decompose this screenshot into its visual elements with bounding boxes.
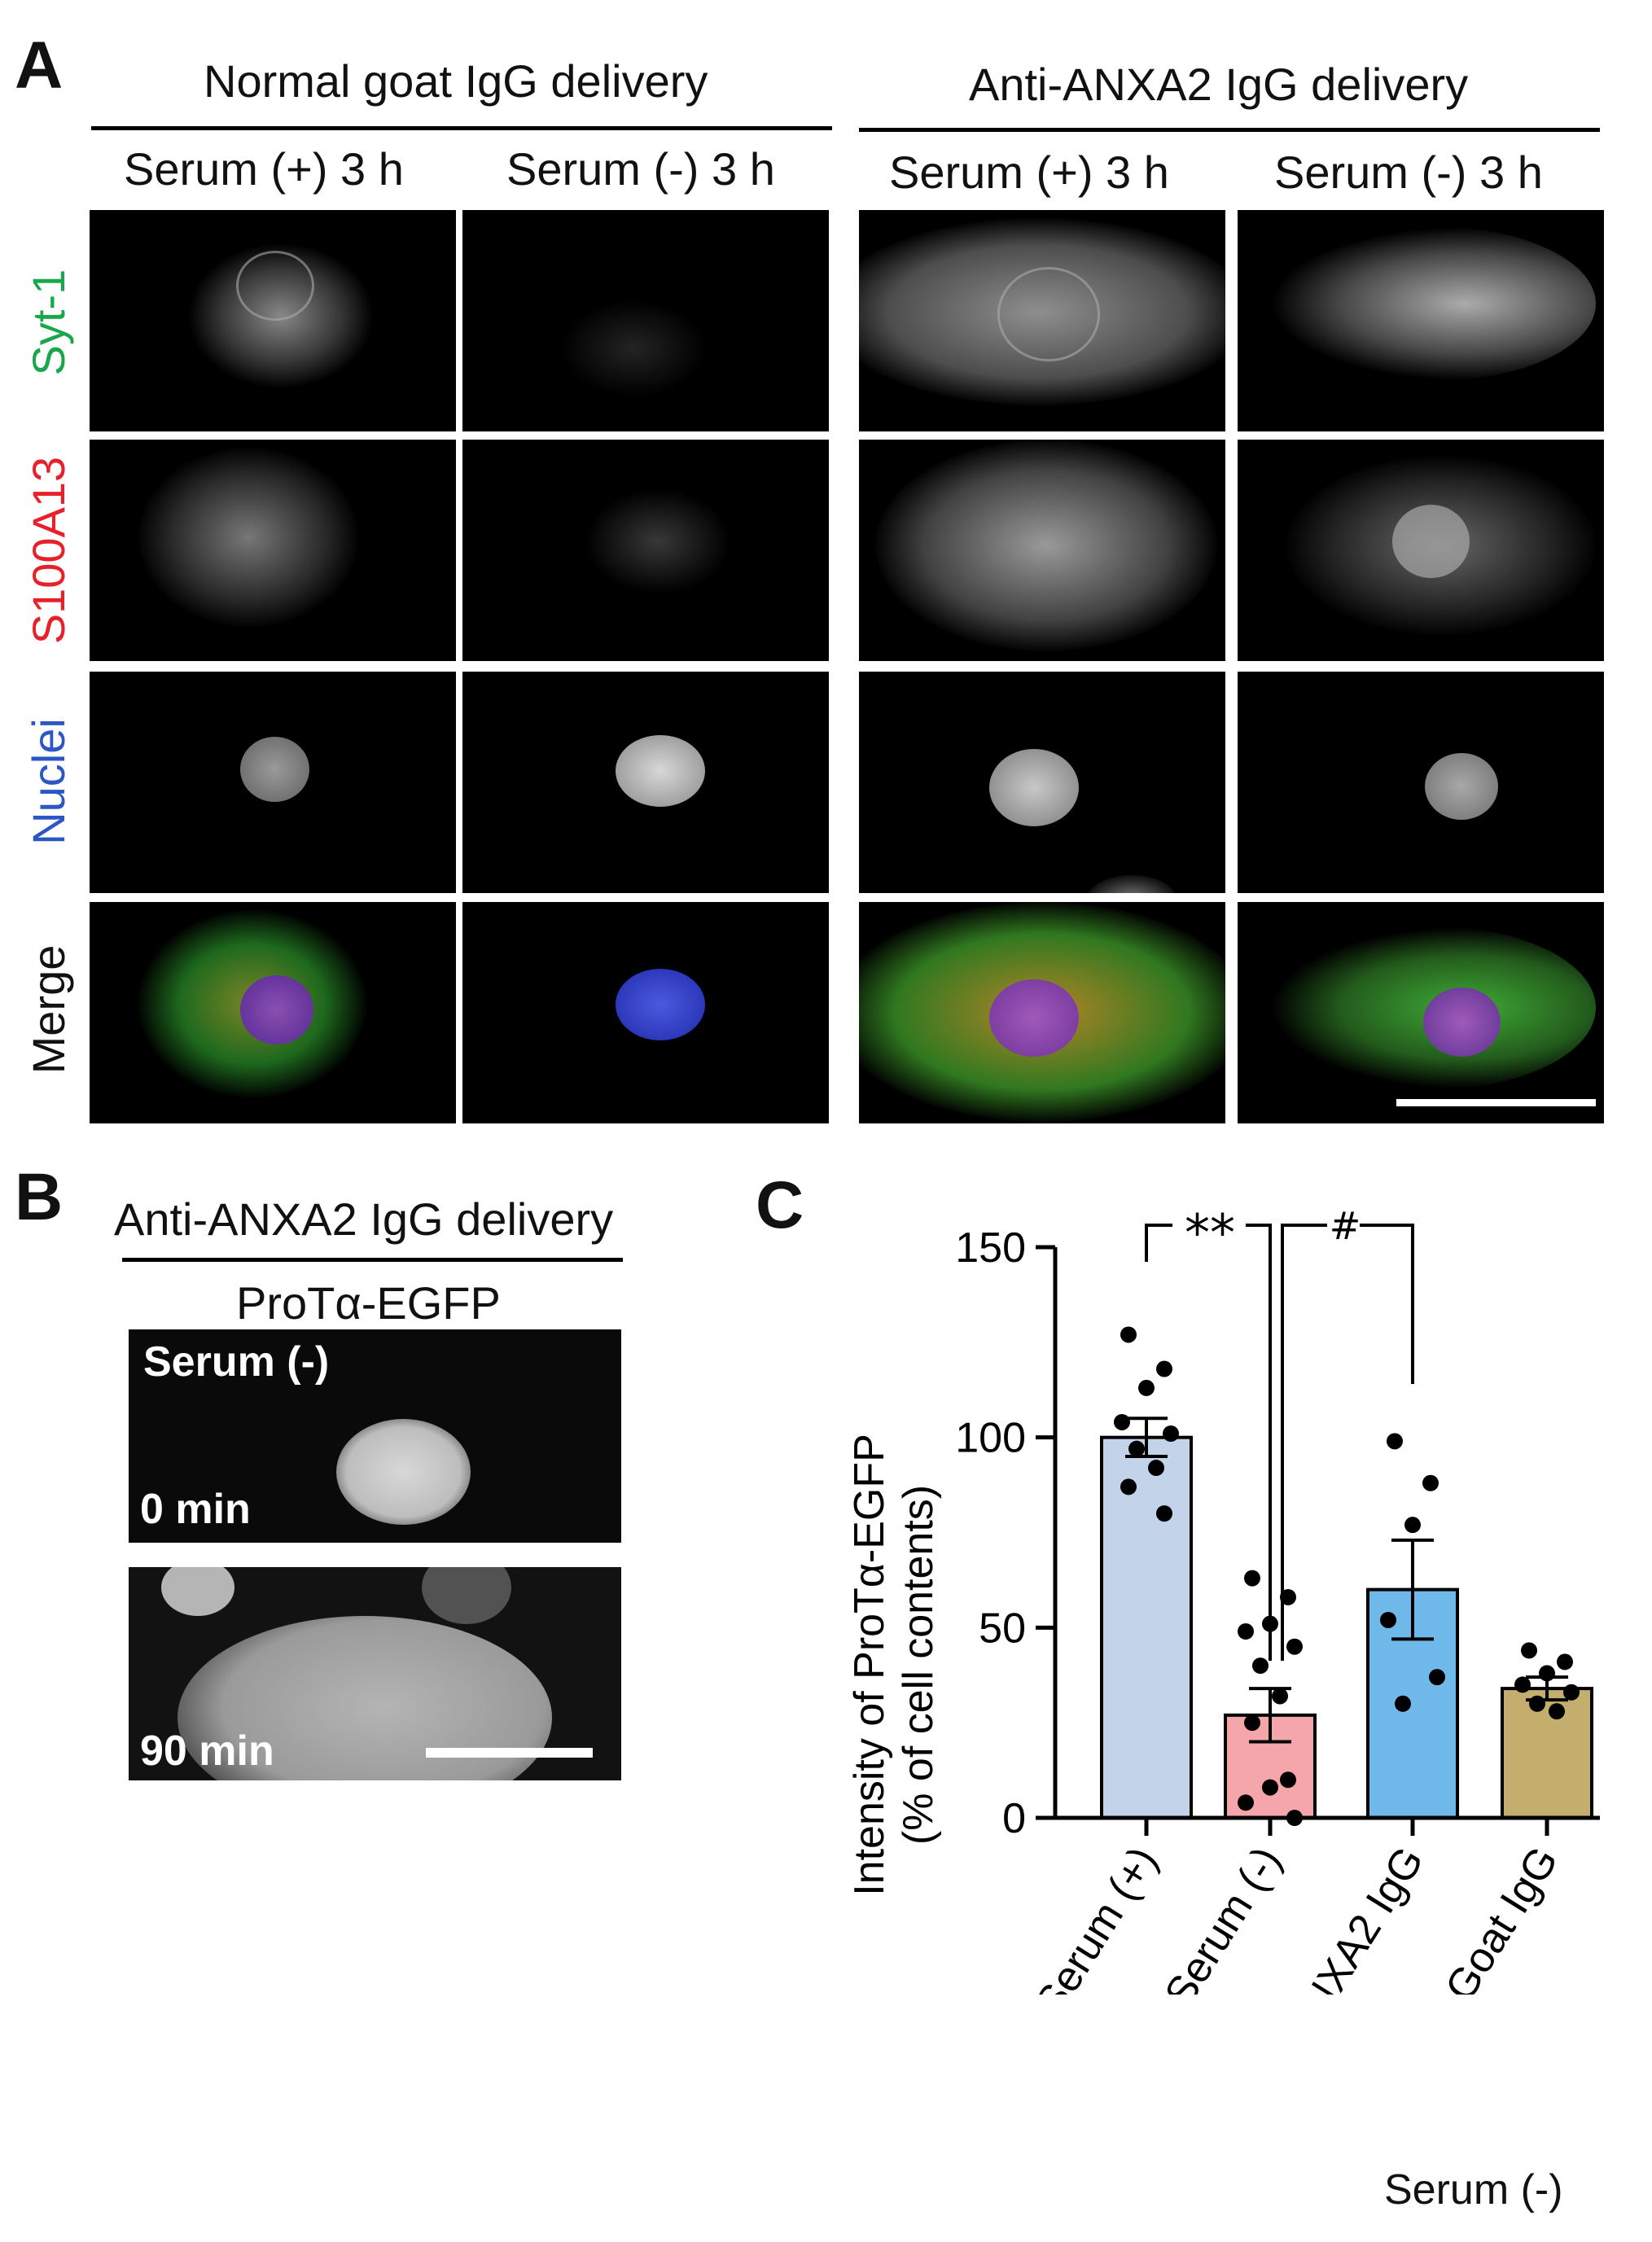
micrograph-syt1-control-serum-plus [90,210,456,431]
data-point [1244,1570,1260,1587]
micrograph-s100a13-anxa2-serum-minus [1238,440,1604,661]
data-point [1156,1505,1172,1522]
panel-a-group-label-right: Anti-ANXA2 IgG delivery [969,59,1469,110]
significance-label-hash: # [1330,1204,1361,1248]
data-point [1380,1611,1396,1628]
data-point [1563,1684,1580,1701]
data-point [1387,1433,1403,1450]
data-point [1549,1703,1565,1720]
micrograph-merge-anxa2-serum-plus [859,902,1225,1123]
panel-b-group-line [122,1258,623,1262]
data-point [1539,1665,1555,1682]
data-point [1156,1360,1172,1377]
data-point [1114,1413,1130,1430]
data-point [1280,1771,1296,1789]
panel-a-group-line-left [91,126,832,130]
micrograph-nuclei-anxa2-serum-plus [859,672,1225,893]
data-point [1395,1695,1411,1712]
panel-a-group-label-left: Normal goat IgG delivery [204,55,708,107]
panel-b-time-90min: 90 min [140,1727,274,1775]
micrograph-protalpha-0min: Serum (-) 0 min [129,1329,621,1543]
data-point [1521,1642,1537,1659]
micrograph-protalpha-90min: 90 min [129,1567,621,1780]
panel-a-letter: A [15,28,64,103]
micrograph-syt1-anxa2-serum-minus [1238,210,1604,431]
panel-a-group-line-right [859,128,1600,132]
y-axis-title: Intensity of ProTα-EGFP (% of cell conte… [846,1434,942,1896]
micrograph-merge-control-serum-minus [462,902,829,1123]
data-point [1272,1688,1288,1705]
micrograph-s100a13-control-serum-minus [462,440,829,661]
micrograph-nuclei-control-serum-minus [462,672,829,893]
bar [1501,1687,1593,1820]
y-axis-title-line1: Intensity of ProTα-EGFP [846,1434,893,1896]
micrograph-merge-anxa2-serum-minus [1238,902,1604,1123]
data-point [1138,1379,1155,1396]
panel-a-row-label-nuclei: Nuclei [23,718,74,845]
panel-b-group-label: Anti-ANXA2 IgG delivery [114,1193,614,1245]
x-tick-label: Serum (+) [1027,1839,1167,1995]
panel-c-letter: C [756,1168,804,1242]
panel-b-time-0min: 0 min [140,1486,251,1533]
x-tick-label: Goat IgG [1436,1839,1567,1995]
y-tick-label: 150 [955,1224,1026,1272]
data-point [1557,1653,1573,1671]
panel-a-column-header: Serum (-) 3 h [1274,147,1543,198]
serum-minus-group-label: Serum (-) [1384,2166,1563,2214]
data-point [1262,1779,1278,1796]
scale-bar-panel-a [1396,1099,1596,1106]
data-point [1120,1478,1137,1495]
y-tick-label: 50 [979,1605,1026,1652]
micrograph-nuclei-anxa2-serum-minus [1238,672,1604,893]
panel-b-construct-label: ProTα-EGFP [236,1277,501,1329]
panel-a-column-header: Serum (+) 3 h [889,147,1169,198]
x-tick-label: Serum (-) [1156,1839,1291,1995]
micrograph-syt1-anxa2-serum-plus [859,210,1225,431]
data-point [1244,1714,1260,1732]
y-tick-label: 0 [1002,1795,1026,1842]
bar-chart: Intensity of ProTα-EGFP (% of cell conte… [846,1203,1600,1995]
data-point [1148,1460,1164,1477]
data-point [1163,1425,1179,1442]
data-point [1286,1638,1303,1655]
data-point [1422,1474,1439,1491]
data-point [1252,1657,1269,1675]
panel-a-column-header: Serum (+) 3 h [124,143,404,195]
bar [1100,1435,1193,1819]
scale-bar-panel-b [426,1748,593,1758]
micrograph-s100a13-control-serum-plus [90,440,456,661]
panel-a-row-label-syt1: Syt-1 [23,269,74,376]
micrograph-syt1-control-serum-minus [462,210,829,431]
data-point [1128,1440,1145,1457]
panel-a-row-label-s100a13: S100A13 [23,456,74,645]
panel-b-letter: B [15,1160,64,1234]
panel-a-column-header: Serum (-) 3 h [506,143,775,195]
panel-a-row-label-merge: Merge [23,944,74,1075]
data-point [1529,1695,1545,1712]
data-point [1120,1326,1137,1343]
data-point [1404,1517,1421,1534]
micrograph-s100a13-anxa2-serum-plus [859,440,1225,661]
panel-b-serum-label: Serum (-) [143,1338,330,1386]
micrograph-merge-control-serum-plus [90,902,456,1123]
micrograph-nuclei-control-serum-plus [90,672,456,893]
data-point [1514,1676,1531,1693]
data-point [1238,1794,1254,1811]
significance-label-double-star: ** [1185,1203,1235,1263]
data-point [1429,1669,1445,1686]
y-axis-title-line2: (% of cell contents) [895,1485,942,1845]
data-point [1238,1623,1254,1640]
y-tick-label: 100 [955,1415,1026,1462]
